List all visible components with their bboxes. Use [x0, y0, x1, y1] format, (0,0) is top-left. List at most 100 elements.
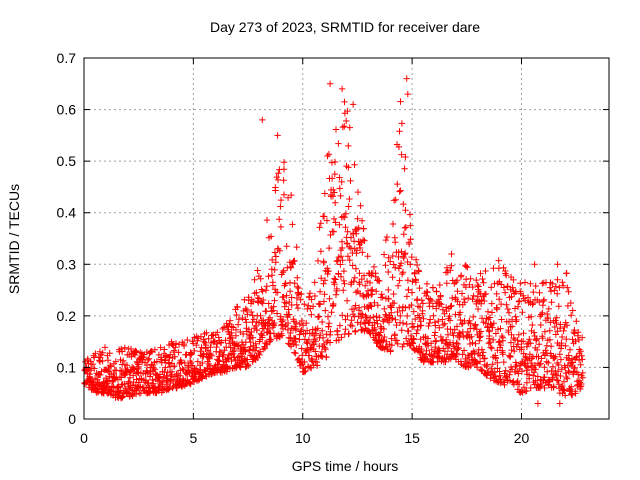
data-point: [178, 359, 185, 366]
data-point: [144, 356, 152, 364]
data-point: [117, 356, 124, 364]
data-point: [247, 338, 254, 346]
data-point: [234, 303, 241, 311]
data-point: [496, 372, 504, 379]
data-point: [291, 280, 298, 287]
data-point: [427, 340, 435, 347]
data-point: [222, 337, 229, 344]
data-point: [483, 362, 490, 370]
data-point: [355, 224, 362, 232]
data-point: [514, 341, 522, 348]
data-point: [340, 213, 347, 220]
data-point: [529, 300, 537, 307]
data-point: [340, 287, 347, 294]
data-point: [464, 328, 471, 336]
data-point: [507, 339, 515, 346]
data-point: [293, 301, 300, 308]
data-point: [336, 221, 343, 228]
data-point: [327, 328, 334, 335]
data-point: [308, 311, 315, 318]
data-point: [478, 346, 486, 353]
data-point: [326, 80, 334, 87]
data-point: [208, 352, 215, 359]
data-point: [558, 366, 565, 373]
data-point: [284, 194, 292, 201]
data-point: [324, 270, 331, 278]
data-point: [341, 280, 348, 287]
data-point: [382, 236, 390, 244]
data-point: [281, 303, 288, 310]
data-point: [332, 276, 339, 283]
data-point: [392, 264, 399, 271]
data-point: [441, 320, 448, 327]
data-point: [399, 269, 407, 276]
data-point: [490, 320, 497, 327]
data-point: [177, 372, 184, 379]
data-point: [106, 362, 114, 369]
data-point: [524, 294, 532, 301]
data-point: [515, 381, 523, 388]
data-point: [244, 361, 251, 368]
data-point: [488, 365, 495, 372]
data-point: [263, 340, 270, 347]
data-point: [394, 282, 402, 289]
data-point: [552, 283, 560, 290]
data-point: [280, 293, 287, 301]
data-point: [314, 257, 322, 265]
data-point: [527, 340, 534, 347]
data-point: [489, 324, 496, 331]
data-point: [568, 383, 575, 390]
data-point: [209, 332, 216, 339]
data-point: [524, 340, 531, 348]
data-point: [119, 348, 126, 355]
data-point: [354, 215, 361, 222]
data-point: [499, 351, 507, 358]
data-point: [227, 344, 234, 351]
data-point: [546, 327, 553, 334]
data-point: [274, 132, 281, 139]
data-point: [362, 312, 369, 320]
data-point: [332, 126, 340, 133]
data-point: [541, 384, 548, 392]
data-point: [540, 296, 548, 303]
data-point: [553, 314, 560, 321]
data-point: [109, 378, 116, 385]
data-point: [453, 351, 460, 358]
data-point: [253, 289, 260, 296]
data-point: [317, 220, 324, 227]
data-point: [573, 354, 580, 361]
data-point: [455, 345, 462, 352]
data-point: [282, 323, 289, 330]
data-point: [544, 314, 551, 322]
data-point: [448, 262, 455, 269]
data-point: [518, 368, 526, 375]
data-point: [550, 383, 557, 390]
data-point: [435, 317, 442, 325]
data-point: [144, 369, 151, 376]
data-point: [398, 248, 405, 255]
data-point: [262, 287, 270, 294]
data-point: [349, 101, 357, 108]
data-point: [423, 280, 431, 288]
data-point: [413, 261, 421, 269]
data-point: [316, 300, 324, 308]
data-point: [316, 288, 324, 295]
data-point: [418, 297, 425, 304]
data-point: [407, 261, 414, 268]
data-point: [407, 236, 414, 243]
data-point: [257, 312, 264, 319]
data-point: [488, 309, 496, 316]
data-point: [343, 117, 350, 125]
data-point: [556, 400, 563, 407]
data-point: [508, 293, 515, 300]
data-point: [503, 272, 510, 279]
data-point: [270, 330, 278, 337]
data-point: [579, 356, 586, 363]
data-point: [239, 314, 246, 322]
data-point: [312, 338, 319, 345]
data-point: [291, 349, 298, 356]
data-point: [151, 366, 159, 373]
data-point: [480, 355, 488, 362]
data-point: [285, 334, 293, 341]
y-tick-label: 0.7: [57, 50, 77, 66]
